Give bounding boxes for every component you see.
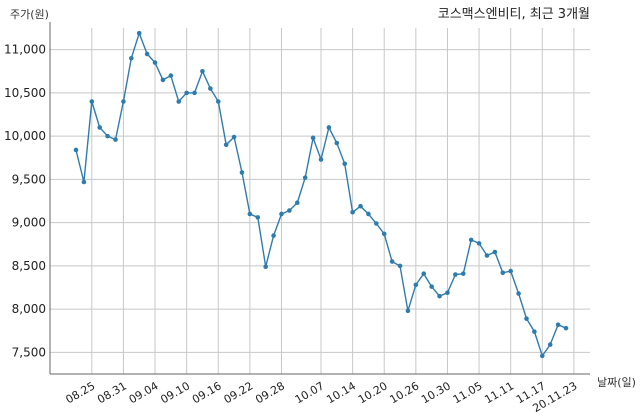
y-gridlines	[50, 49, 590, 353]
data-point	[381, 231, 387, 237]
data-point	[524, 316, 529, 321]
data-point	[374, 221, 379, 226]
data-point	[73, 147, 79, 153]
y-tick-label: 10,500	[4, 86, 46, 100]
data-point	[208, 86, 213, 91]
data-point	[413, 282, 419, 288]
x-tick-label: 09.16	[190, 379, 224, 406]
y-axis-title: 주가(원)	[10, 8, 49, 21]
data-point	[358, 203, 363, 209]
data-point	[294, 200, 300, 206]
y-tick-label: 10,000	[4, 129, 46, 143]
x-tick-label: 09.10	[158, 379, 192, 406]
data-point	[468, 237, 474, 243]
data-point	[366, 211, 371, 217]
x-tick-label: 09.22	[222, 379, 256, 406]
data-point	[397, 263, 403, 269]
data-point	[484, 253, 490, 258]
data-point	[231, 134, 237, 140]
data-point	[200, 68, 205, 74]
data-point	[215, 99, 221, 104]
data-point	[318, 157, 324, 162]
data-point	[144, 51, 150, 57]
data-point	[445, 290, 450, 295]
y-tick-label: 11,000	[4, 43, 46, 57]
data-point	[223, 142, 229, 148]
x-axis-title: 날짜(일)	[597, 375, 636, 389]
y-tick-label: 8,500	[12, 259, 46, 273]
data-point	[129, 55, 134, 61]
x-tick-label: 09.04	[127, 379, 161, 406]
data-point	[113, 137, 118, 142]
x-tick-label: 10.14	[324, 379, 358, 406]
data-point	[192, 90, 197, 96]
data-point	[516, 291, 521, 296]
data-point	[255, 215, 261, 220]
data-point	[326, 125, 332, 130]
data-point	[239, 170, 245, 175]
data-point	[492, 249, 498, 255]
x-tick-label: 11.05	[451, 379, 485, 406]
data-point	[160, 77, 166, 83]
data-point	[532, 329, 537, 334]
y-tick-label: 9,500	[12, 172, 46, 186]
data-point	[500, 270, 506, 276]
data-point	[342, 161, 348, 167]
x-tick-label: 10.07	[293, 379, 327, 406]
data-point	[476, 241, 482, 246]
data-point	[437, 293, 442, 299]
y-tick-label: 9,000	[12, 216, 46, 230]
data-point	[429, 284, 434, 289]
x-tick-label: 09.28	[253, 379, 287, 406]
x-gridlines	[91, 28, 575, 374]
data-point	[279, 211, 284, 217]
y-tick-label: 7,500	[12, 345, 46, 359]
data-point	[563, 325, 569, 331]
data-point	[350, 209, 355, 215]
data-point	[271, 233, 276, 238]
data-point	[105, 133, 110, 139]
data-point	[405, 308, 411, 314]
data-point	[453, 272, 458, 277]
x-tick-label: 11.11	[482, 379, 516, 406]
data-point	[89, 99, 95, 104]
chart-title: 코스맥스엔비티, 최근 3개월	[438, 7, 590, 22]
x-tick-label: 08.25	[64, 379, 98, 406]
data-point	[247, 211, 253, 217]
axes	[49, 22, 590, 375]
y-tick-label: 8,000	[12, 302, 46, 316]
data-point	[168, 73, 174, 78]
data-point	[121, 99, 126, 104]
y-tick-labels: 7,500 8,000 8,500 9,000 9,500 10,000 10,500 11,…	[4, 43, 46, 360]
data-point	[555, 322, 561, 327]
data-point	[547, 342, 553, 347]
x-tick-label: 10.26	[388, 379, 422, 406]
x-tick-label: 08.31	[95, 379, 129, 406]
data-point	[263, 264, 268, 270]
data-point	[81, 179, 87, 185]
data-point	[176, 99, 182, 104]
x-tick-label: 10.20	[356, 379, 390, 406]
data-point	[508, 268, 513, 274]
data-point	[389, 259, 395, 264]
data-point	[152, 60, 158, 65]
data-point	[421, 271, 427, 276]
data-point	[184, 90, 189, 96]
data-point	[334, 140, 340, 146]
data-point	[539, 353, 545, 359]
data-point	[287, 208, 292, 213]
data-point	[97, 125, 103, 130]
data-point	[136, 30, 142, 36]
data-point	[460, 271, 466, 276]
series-group	[73, 30, 569, 359]
x-tick-label: 10.30	[419, 379, 453, 406]
data-point	[302, 175, 308, 180]
data-point	[310, 135, 316, 141]
